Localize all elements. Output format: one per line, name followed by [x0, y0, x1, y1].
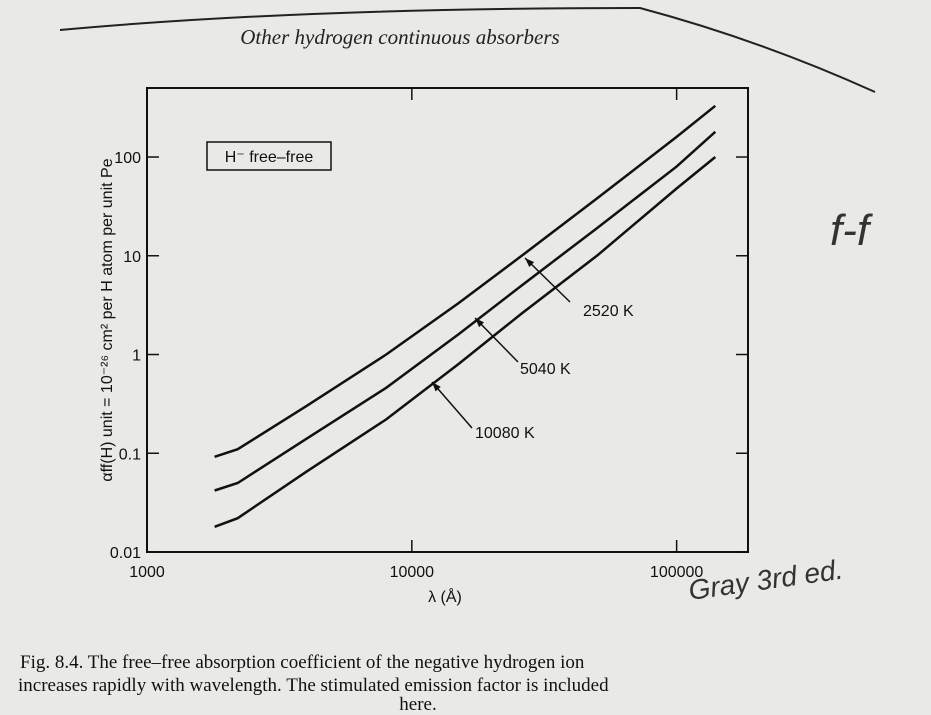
- label-arrow: [524, 257, 571, 303]
- caption-line: Fig. 8.4. The free–free absorption coeff…: [20, 652, 585, 673]
- header: Other hydrogen continuous absorbers: [240, 25, 559, 49]
- x-tick-label: 1000: [129, 564, 165, 581]
- arrow-head: [475, 318, 485, 328]
- series-line: [214, 130, 717, 492]
- x-tick-label: 10000: [390, 564, 435, 581]
- y-tick-label: 1: [132, 348, 141, 365]
- box: [206, 141, 332, 171]
- plot-frame: [146, 87, 749, 553]
- x-axis-label: λ (Å): [428, 587, 462, 606]
- handwritten-note: f-f: [830, 206, 874, 255]
- arrow-head: [432, 382, 441, 392]
- y-tick-label: 0.01: [110, 545, 141, 562]
- handwritten-note: Gray 3rd ed.: [687, 554, 845, 606]
- series-label: 10080 K: [475, 425, 535, 442]
- label-arrow: [474, 317, 519, 363]
- box-label: H⁻ free–free: [225, 149, 314, 166]
- series-line: [214, 104, 717, 458]
- series-line: [214, 156, 717, 528]
- y-axis-label: αff(H) unit = 10⁻²⁶ cm² per H atom per u…: [99, 158, 116, 481]
- y-tick-label: 100: [114, 150, 141, 167]
- y-tick-label: 10: [123, 249, 141, 266]
- caption-line: here.: [399, 694, 436, 715]
- series-label: 5040 K: [520, 361, 571, 378]
- header-rule: [59, 6, 876, 93]
- y-tick-label: 0.1: [119, 446, 141, 463]
- series-label: 2520 K: [583, 303, 634, 320]
- caption-line: increases rapidly with wavelength. The s…: [18, 675, 609, 696]
- x-tick-label: 100000: [650, 564, 703, 581]
- arrow-head: [525, 258, 535, 268]
- label-arrow: [431, 381, 473, 429]
